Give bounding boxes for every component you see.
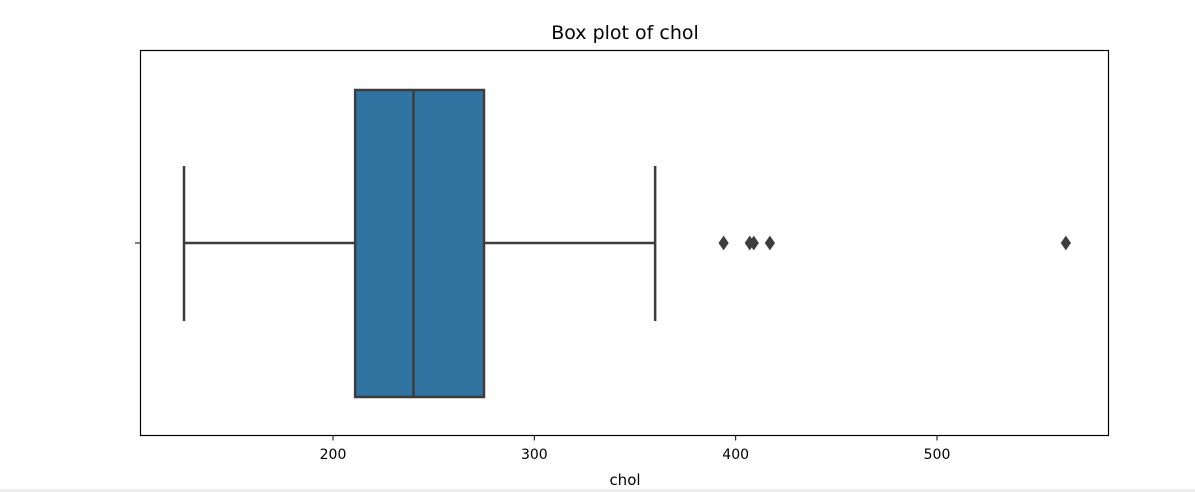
plot-area-frame	[139, 49, 1110, 437]
outlier-point	[764, 235, 776, 251]
chart-title: Box plot of chol	[551, 22, 699, 44]
x-axis-label: chol	[609, 471, 640, 489]
bottom-divider	[0, 489, 1195, 492]
box-group	[182, 88, 657, 399]
x-tick-label: 400	[722, 447, 749, 463]
x-tick-label: 300	[521, 447, 548, 463]
x-axis-ticks: 200 300 400 500	[320, 435, 951, 463]
x-tick-label: 500	[924, 447, 951, 463]
outlier-point	[718, 235, 729, 251]
outlier-point	[1060, 235, 1071, 251]
x-tick-label: 200	[320, 447, 347, 463]
outlier-group	[718, 235, 1071, 251]
iqr-box	[353, 88, 486, 399]
outlier-point	[748, 235, 759, 251]
